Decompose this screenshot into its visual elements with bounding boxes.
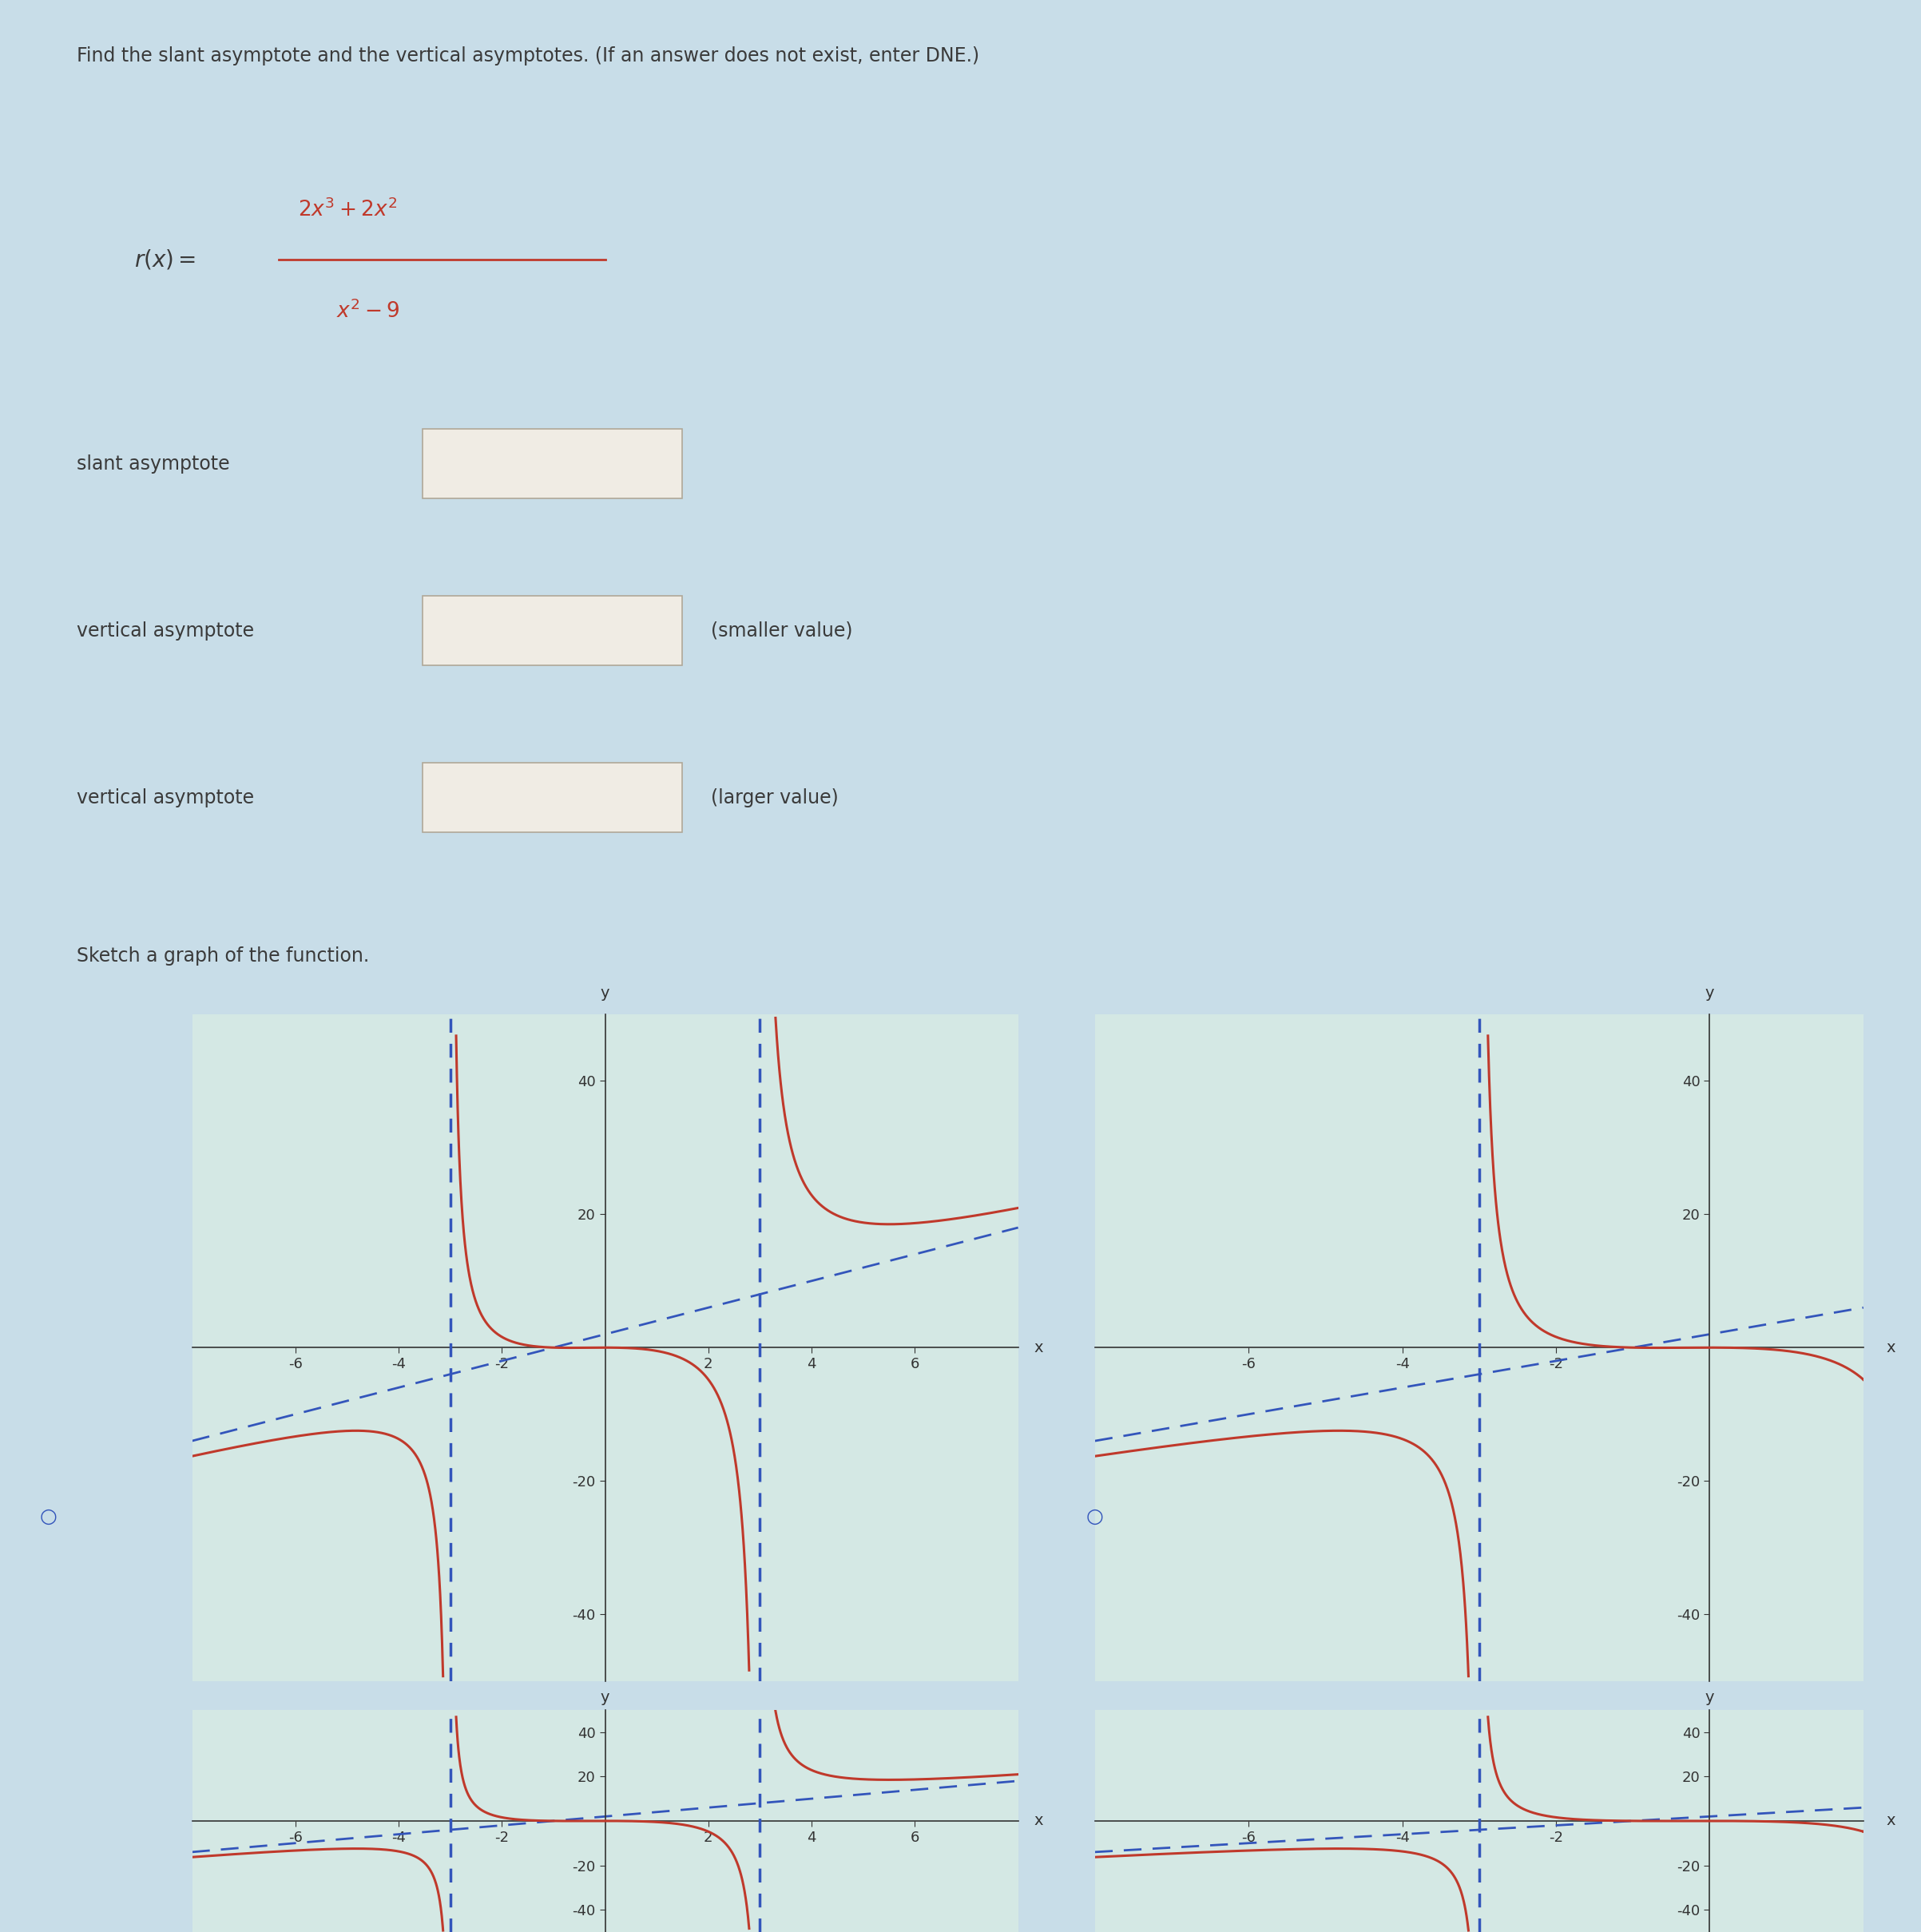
Text: (larger value): (larger value) <box>711 788 838 808</box>
Text: y: y <box>601 1690 609 1706</box>
Text: $r(x) =$: $r(x) =$ <box>134 247 196 270</box>
Text: ○: ○ <box>1085 1507 1105 1526</box>
Text: $x^2 - 9$: $x^2 - 9$ <box>336 299 400 323</box>
Text: x: x <box>1886 1814 1896 1828</box>
Text: y: y <box>1706 985 1714 1001</box>
Text: y: y <box>1706 1690 1714 1706</box>
Text: slant asymptote: slant asymptote <box>77 454 231 473</box>
Text: Find the slant asymptote and the vertical asymptotes. (If an answer does not exi: Find the slant asymptote and the vertica… <box>77 46 980 66</box>
Text: (smaller value): (smaller value) <box>711 620 853 639</box>
FancyBboxPatch shape <box>423 763 682 833</box>
Text: ○: ○ <box>38 1507 58 1526</box>
FancyBboxPatch shape <box>423 429 682 498</box>
Text: $2x^3 + 2x^2$: $2x^3 + 2x^2$ <box>298 197 398 220</box>
Text: x: x <box>1033 1814 1043 1828</box>
Text: vertical asymptote: vertical asymptote <box>77 788 254 808</box>
Text: vertical asymptote: vertical asymptote <box>77 620 254 639</box>
Text: x: x <box>1033 1341 1043 1354</box>
Text: y: y <box>601 985 609 1001</box>
FancyBboxPatch shape <box>423 595 682 665</box>
Text: x: x <box>1886 1341 1896 1354</box>
Text: Sketch a graph of the function.: Sketch a graph of the function. <box>77 947 369 966</box>
